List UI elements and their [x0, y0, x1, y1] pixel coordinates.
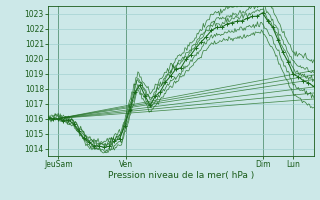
- X-axis label: Pression niveau de la mer( hPa ): Pression niveau de la mer( hPa ): [108, 171, 254, 180]
